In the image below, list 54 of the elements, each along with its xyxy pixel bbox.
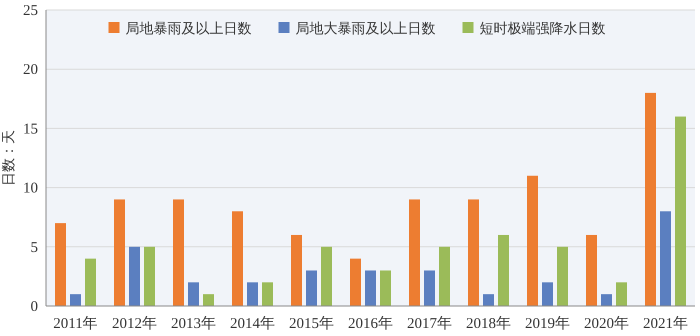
bar [409, 199, 420, 306]
x-tick-label: 2019年 [525, 315, 570, 332]
bar [660, 211, 671, 306]
bar [188, 282, 199, 306]
bar [557, 246, 568, 306]
legend-label: 局地大暴雨及以上日数 [296, 21, 436, 37]
bar [601, 294, 612, 306]
y-tick-label: 10 [23, 180, 38, 197]
legend-label: 短时极端强降水日数 [480, 21, 606, 37]
y-tick-label: 0 [30, 299, 38, 315]
bar [55, 223, 66, 306]
y-tick-label: 5 [30, 240, 38, 256]
bar [114, 199, 125, 306]
y-axis-title: 日数：天 [1, 130, 17, 186]
bar [616, 282, 627, 306]
bar [542, 282, 553, 306]
x-tick-label: 2021年 [643, 315, 688, 332]
x-tick-label: 2015年 [289, 315, 334, 332]
x-tick-label: 2014年 [230, 315, 275, 332]
bar [129, 246, 140, 306]
bar [70, 294, 81, 306]
bar [144, 246, 155, 306]
x-tick-label: 2012年 [112, 315, 157, 332]
bar [321, 246, 332, 306]
bar [350, 258, 361, 306]
bar [232, 211, 243, 306]
bar [675, 116, 686, 306]
bar [173, 199, 184, 306]
bar [468, 199, 479, 306]
x-tick-label: 2011年 [53, 315, 98, 332]
bar [365, 270, 376, 306]
bar [424, 270, 435, 306]
y-tick-label: 25 [23, 3, 38, 19]
bar [85, 258, 96, 306]
x-tick-label: 2017年 [407, 315, 452, 332]
bar [380, 270, 391, 306]
legend-label: 局地暴雨及以上日数 [126, 21, 252, 37]
x-tick-label: 2020年 [584, 315, 629, 332]
bar [645, 92, 656, 306]
bar [203, 294, 214, 306]
bar [247, 282, 258, 306]
bar [306, 270, 317, 306]
x-tick-label: 2016年 [348, 315, 393, 332]
bar [483, 294, 494, 306]
x-tick-label: 2013年 [171, 315, 216, 332]
bar [291, 234, 302, 306]
bar [527, 176, 538, 306]
bar [439, 246, 450, 306]
bar [498, 234, 509, 306]
x-tick-label: 2018年 [466, 315, 511, 332]
y-tick-label: 20 [23, 62, 38, 78]
y-tick-label: 15 [23, 121, 38, 138]
bar [262, 282, 273, 306]
bar [586, 234, 597, 306]
